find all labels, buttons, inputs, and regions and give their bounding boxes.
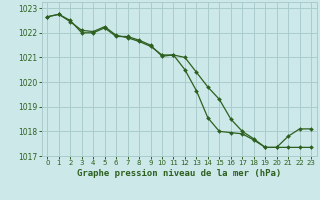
X-axis label: Graphe pression niveau de la mer (hPa): Graphe pression niveau de la mer (hPa) [77,169,281,178]
